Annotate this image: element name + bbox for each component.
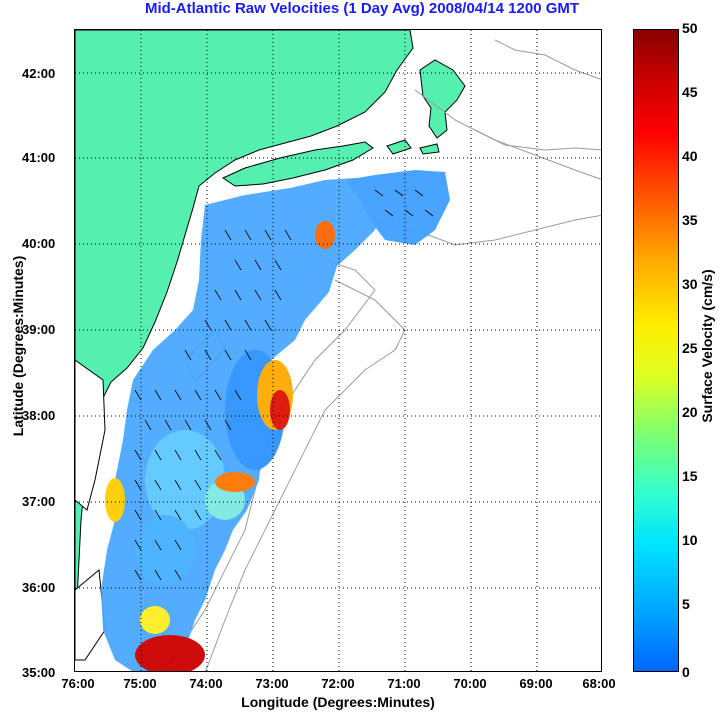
chesapeake-bay (75, 359, 106, 511)
colorbar-tick-label: 10 (682, 532, 698, 548)
cape-cod (419, 59, 466, 139)
x-tick-label: 70:00 (453, 676, 487, 691)
y-tick-label: 40:00 (22, 236, 56, 251)
y-tick-label: 38:00 (22, 408, 56, 423)
colorbar-tick-label: 5 (682, 596, 690, 612)
velocity-arrows (134, 189, 434, 581)
pamlico-sound (75, 569, 106, 661)
x-tick-label: 73:00 (255, 676, 289, 691)
y-tick-label: 39:00 (22, 322, 56, 337)
colorbar-tick-label: 0 (682, 664, 690, 680)
x-tick-label: 68:00 (582, 676, 616, 691)
colorbar-tick-label: 25 (682, 340, 698, 356)
map-title: Mid-Atlantic Raw Velocities (1 Day Avg) … (144, 0, 580, 17)
colorbar (633, 29, 679, 672)
y-tick-label: 36:00 (22, 580, 56, 595)
map-plot-area (74, 29, 602, 672)
x-axis-title: Longitude (Degrees:Minutes) (241, 694, 435, 710)
y-tick-label: 37:00 (22, 494, 56, 509)
lat-lon-grid (75, 30, 601, 671)
x-tick-label: 75:00 (123, 676, 157, 691)
colorbar-tick-label: 20 (682, 404, 698, 420)
x-tick-label: 74:00 (189, 676, 223, 691)
colorbar-title: Surface Velocity (cm/s) (699, 269, 715, 423)
velocity-field (101, 170, 450, 671)
x-tick-label: 72:00 (321, 676, 355, 691)
x-tick-label: 69:00 (519, 676, 553, 691)
x-tick-label: 71:00 (387, 676, 421, 691)
colorbar-tick-label: 40 (682, 148, 698, 164)
x-tick-label: 76:00 (61, 676, 95, 691)
y-tick-label: 41:00 (22, 150, 56, 165)
colorbar-tick-label: 35 (682, 212, 698, 228)
y-axis-title: Latitude (Degrees:Minutes) (10, 255, 26, 437)
y-tick-label: 35:00 (22, 665, 56, 680)
colorbar-tick-label: 50 (682, 20, 698, 36)
colorbar-tick-label: 30 (682, 276, 698, 292)
y-tick-label: 42:00 (22, 66, 56, 81)
colorbar-tick-label: 45 (682, 84, 698, 100)
colorbar-tick-label: 15 (682, 468, 698, 484)
islands (386, 139, 440, 155)
